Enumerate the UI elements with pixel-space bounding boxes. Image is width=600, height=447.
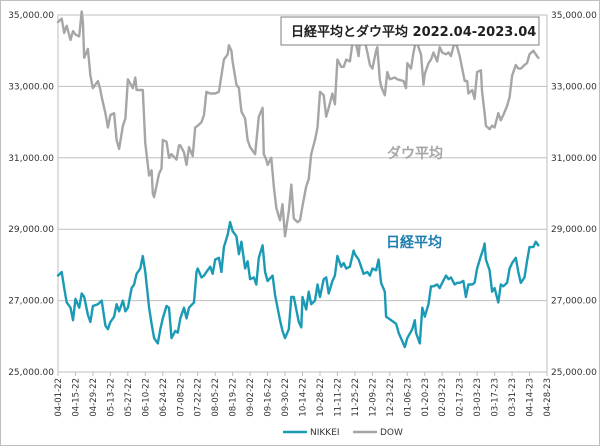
legend-label-dow: DOW: [380, 428, 403, 438]
nikkei-annotation: 日経平均: [386, 234, 442, 251]
y-tick-label-left: 25,000.00: [8, 368, 54, 378]
x-tick-label: 06-10-22: [141, 378, 151, 417]
x-tick-label: 07-22-22: [194, 378, 204, 417]
x-tick-label: 12-23-22: [386, 378, 396, 417]
x-tick-label: 06-24-22: [159, 378, 169, 417]
x-tick-label: 04-01-22: [54, 378, 64, 417]
x-tick-label: 10-28-22: [316, 378, 326, 417]
title-box: [280, 16, 540, 46]
series-line-dow: [56, 10, 540, 238]
x-tick-label: 04-15-22: [71, 378, 81, 417]
y-tick-label-left: 33,000.00: [8, 82, 54, 92]
y-tick-label-right: 29,000.00: [551, 225, 597, 235]
y-tick-label-right: 35,000.00: [551, 11, 597, 21]
legend-label-nikkei: NIKKEI: [310, 428, 340, 438]
x-tick-label: 11-11-22: [333, 378, 343, 417]
x-tick-label: 09-30-22: [281, 378, 291, 417]
x-tick-label: 04-28-23: [543, 378, 553, 417]
y-tick-label-right: 27,000.00: [551, 297, 597, 307]
y-axis-right-ticks: 25,000.00 27,000.00 29,000.00 31,000.00 33,0…: [551, 11, 597, 378]
gridlines: [58, 14, 547, 373]
y-tick-label-right: 33,000.00: [551, 82, 597, 92]
series-line-nikkei: [56, 220, 540, 349]
x-tick-label: 05-27-22: [124, 378, 134, 417]
y-tick-label-right: 25,000.00: [551, 368, 597, 378]
x-tick-label: 09-16-22: [264, 378, 274, 417]
x-tick-label: 09-02-22: [246, 378, 256, 417]
y-tick-label-right: 31,000.00: [551, 154, 597, 164]
chart-title: 日経平均とダウ平均 2022.04-2023.04: [291, 24, 536, 40]
y-axis-left-ticks: 25,000.00 27,000.00 29,000.00 31,000.00 33,0…: [8, 11, 54, 378]
x-tick-label: 04-14-23: [526, 378, 536, 417]
x-tick-label: 08-19-22: [229, 378, 239, 417]
x-tick-label: 12-09-22: [368, 378, 378, 417]
x-tick-label: 08-05-22: [211, 378, 221, 417]
x-tick-label: 03-17-23: [491, 378, 501, 417]
x-tick-label: 01-20-23: [421, 378, 431, 417]
y-tick-label-left: 29,000.00: [8, 225, 54, 235]
y-tick-label-left: 35,000.00: [8, 11, 54, 21]
x-tick-label: 01-06-23: [403, 378, 413, 417]
x-tick-label: 10-14-22: [299, 378, 309, 417]
legend: NIKKEI DOW: [283, 428, 403, 438]
x-tick-label: 05-13-22: [106, 378, 116, 417]
x-tick-label: 02-17-23: [456, 378, 466, 417]
x-tick-label: 03-03-23: [473, 378, 483, 417]
x-tick-label: 02-03-23: [438, 378, 448, 417]
y-tick-label-left: 31,000.00: [8, 154, 54, 164]
x-tick-label: 03-31-23: [508, 378, 518, 417]
x-tick-label: 11-25-22: [351, 378, 361, 417]
series-lines: [56, 10, 540, 349]
dow-annotation: ダウ平均: [387, 145, 443, 162]
x-tick-label: 07-08-22: [176, 378, 186, 417]
y-tick-label-left: 27,000.00: [8, 297, 54, 307]
x-axis-ticks: 04-01-22 04-15-22 04-29-22 05-13-22 05-27-22…: [54, 372, 553, 417]
x-tick-label: 04-29-22: [89, 378, 99, 417]
